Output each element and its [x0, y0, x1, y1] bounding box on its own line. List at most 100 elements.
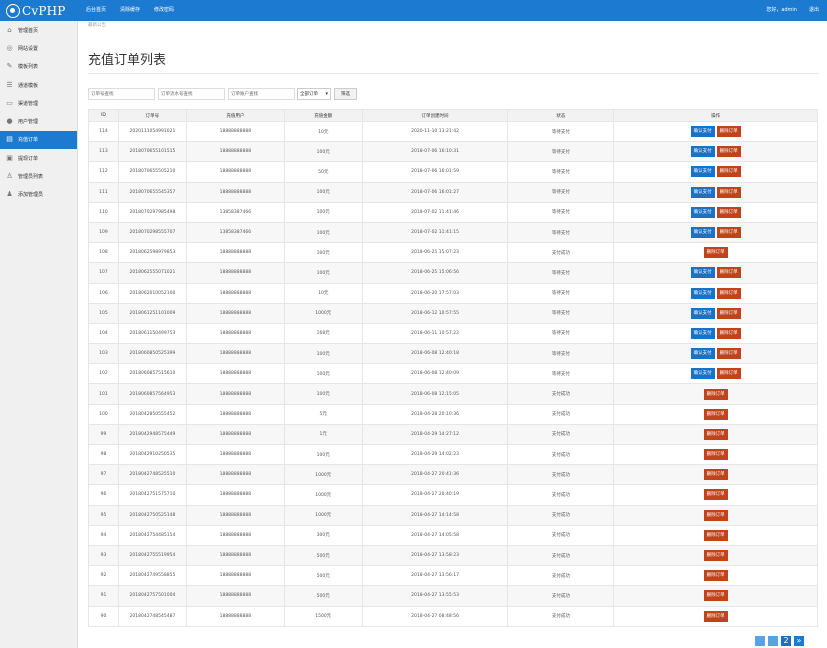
cell-order-no: 2018042850555452 — [117, 403, 187, 425]
delete-order-button[interactable]: 删除订单 — [703, 529, 728, 541]
confirm-payment-button[interactable]: 确认支付 — [690, 166, 715, 178]
delete-order-button[interactable]: 删除订单 — [703, 570, 728, 582]
cell-created-time: 2018-06-20 17:57:03 — [361, 282, 509, 304]
tx-no-search-input[interactable]: 订单流水号查找 — [158, 88, 225, 100]
confirm-payment-button[interactable]: 确认支付 — [690, 327, 715, 339]
page-prev-button[interactable] — [755, 636, 765, 646]
sidebar-item-9[interactable]: ♟ 添加管理员 — [0, 186, 77, 204]
confirm-payment-button[interactable]: 确认支付 — [690, 186, 715, 198]
topnav-home-link[interactable]: 后台首页 — [86, 7, 107, 13]
table-row: 104 2018061150499753 18888888888 168元 2018-0… — [88, 322, 818, 345]
delete-order-button[interactable]: 删除订单 — [716, 327, 741, 339]
table-row: 93 2018042755519954 18888888888 500元 2018-04… — [88, 544, 818, 567]
cell-user: 18888888888 — [185, 161, 285, 183]
cell-id: 98 — [88, 443, 119, 466]
cell-id: 94 — [88, 524, 119, 546]
confirm-payment-button[interactable]: 确认支付 — [690, 126, 715, 138]
cell-order-no: 2018062555071021 — [117, 262, 187, 284]
table-row: 113 2018070655101515 18888888888 100元 2018-0… — [88, 141, 818, 163]
sidebar-item-4[interactable]: ▭ 渠道管理 — [0, 94, 77, 112]
cell-created-time: 2018-04-27 13:58:23 — [361, 544, 509, 567]
chevron-down-icon: ▾ — [325, 91, 328, 97]
table-row: 96 2018042751575710 18888888888 1000元 2018-0… — [88, 484, 818, 506]
delete-order-button[interactable]: 删除订单 — [703, 509, 728, 521]
delete-order-button[interactable]: 删除订单 — [716, 368, 741, 380]
cell-amount: 1000元 — [283, 302, 363, 324]
topnav-change-password-link[interactable]: 修改密码 — [154, 7, 175, 13]
cell-actions: 删除订单 — [613, 565, 818, 587]
page-current[interactable]: 2 — [781, 636, 791, 646]
cell-status: 支付成功 — [507, 443, 615, 466]
delete-order-button[interactable]: 删除订单 — [703, 489, 728, 501]
cell-amount: 100元 — [283, 363, 363, 385]
cell-actions: 确认支付 删除订单 — [613, 120, 818, 143]
table-row: 114 2020111054991021 18888888888 10元 2020-11… — [88, 120, 818, 143]
cell-status: 支付成功 — [507, 544, 615, 567]
delete-order-button[interactable]: 删除订单 — [716, 146, 741, 158]
cell-user: 18888888888 — [185, 383, 285, 405]
sidebar-item-2[interactable]: ✎ 模板列表 — [0, 58, 77, 76]
table-row: 107 2018062555071021 18888888888 100元 2018-0… — [88, 262, 818, 284]
delete-order-button[interactable]: 删除订单 — [716, 307, 741, 319]
delete-order-button[interactable]: 删除订单 — [703, 550, 728, 562]
top-right: 您好，admin 退出 — [754, 0, 819, 21]
table-row: 98 2018042910250535 18888888888 100元 2018-04… — [88, 443, 818, 466]
header-actions: 操作 — [613, 109, 818, 122]
delete-order-button[interactable]: 删除订单 — [703, 428, 728, 440]
order-status-select[interactable]: 全部订单 ▾ — [297, 88, 331, 100]
delete-order-button[interactable]: 删除订单 — [716, 267, 741, 279]
cell-actions: 确认支付 删除订单 — [613, 282, 818, 304]
confirm-payment-button[interactable]: 确认支付 — [690, 267, 715, 279]
order-no-search-input[interactable]: 订单号查找 — [88, 88, 155, 100]
delete-order-button[interactable]: 删除订单 — [716, 166, 741, 178]
delete-order-button[interactable]: 删除订单 — [716, 206, 741, 218]
cell-status: 支付成功 — [507, 484, 615, 506]
delete-order-button[interactable]: 删除订单 — [716, 287, 741, 299]
sidebar-item-1[interactable]: ◎ 网站设置 — [0, 39, 77, 57]
delete-order-button[interactable]: 删除订单 — [703, 469, 728, 481]
user-search-input[interactable]: 订单账户查找 — [228, 88, 295, 100]
delete-order-button[interactable]: 删除订单 — [716, 348, 741, 360]
header-created-time: 订单创建时间 — [361, 109, 509, 122]
filter-button[interactable]: 筛选 — [334, 88, 357, 100]
cell-actions: 删除订单 — [613, 524, 818, 546]
confirm-payment-button[interactable]: 确认支付 — [690, 227, 715, 239]
page-next-button[interactable]: » — [794, 636, 804, 646]
sidebar-item-8[interactable]: ♙ 管理员列表 — [0, 167, 77, 185]
confirm-payment-button[interactable]: 确认支付 — [690, 348, 715, 360]
delete-order-button[interactable]: 删除订单 — [703, 590, 728, 602]
title-divider — [88, 73, 818, 74]
page-1-button[interactable] — [768, 636, 778, 646]
delete-order-button[interactable]: 删除订单 — [703, 408, 728, 420]
confirm-payment-button[interactable]: 确认支付 — [690, 307, 715, 319]
delete-order-button[interactable]: 删除订单 — [703, 610, 728, 622]
cell-status: 支付成功 — [507, 565, 615, 587]
sidebar-item-6[interactable]: ▤ 充值订单 — [0, 130, 77, 150]
sidebar-item-5[interactable]: ● 用户管理 — [0, 112, 77, 130]
cell-status: 支付成功 — [507, 403, 615, 425]
sidebar-item-0[interactable]: ⌂ 管理首页 — [0, 21, 77, 39]
delete-order-button[interactable]: 删除订单 — [716, 227, 741, 239]
cell-created-time: 2018-04-27 13:56:17 — [361, 565, 509, 587]
cell-order-no: 2018042750525148 — [117, 504, 187, 526]
cell-order-no: 2018070655545357 — [117, 181, 187, 203]
logout-link[interactable]: 退出 — [808, 7, 819, 13]
cell-order-no: 2018062598979853 — [117, 242, 187, 264]
topnav-clear-cache-link[interactable]: 清除缓存 — [120, 7, 141, 13]
delete-order-button[interactable]: 删除订单 — [716, 186, 741, 198]
confirm-payment-button[interactable]: 确认支付 — [690, 287, 715, 299]
confirm-payment-button[interactable]: 确认支付 — [690, 206, 715, 218]
delete-order-button[interactable]: 删除订单 — [703, 247, 728, 259]
delete-order-button[interactable]: 删除订单 — [716, 126, 741, 138]
sidebar-item-7[interactable]: ▣ 提现订单 — [0, 149, 77, 167]
cell-order-no: 2018060850525399 — [117, 343, 187, 365]
sidebar-item-3[interactable]: ☰ 通道模板 — [0, 76, 77, 94]
delete-order-button[interactable]: 删除订单 — [703, 388, 728, 400]
list-icon: ☰ — [6, 80, 13, 89]
logo[interactable]: CvPHP — [6, 3, 66, 18]
delete-order-button[interactable]: 删除订单 — [703, 449, 728, 461]
confirm-payment-button[interactable]: 确认支付 — [690, 146, 715, 158]
confirm-payment-button[interactable]: 确认支付 — [690, 368, 715, 380]
cell-amount: 100元 — [283, 242, 363, 264]
cell-status: 支付成功 — [507, 423, 615, 446]
